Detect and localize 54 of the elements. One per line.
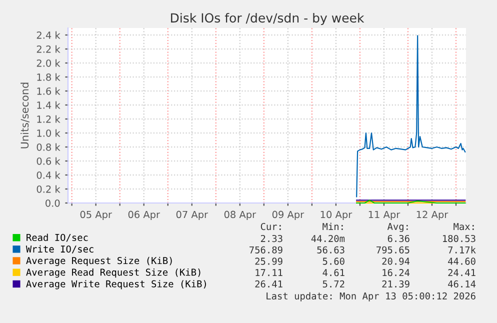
text: 16.24 xyxy=(382,269,410,276)
y-tick-label: 1.6 k xyxy=(37,87,60,95)
text: Last update: Mon Apr 13 05:00:12 2026 xyxy=(266,292,476,302)
y-tick-label: 0.0 xyxy=(46,199,60,207)
x-tick-label: 10 Apr xyxy=(320,210,352,220)
text: 180.53 xyxy=(443,234,476,242)
text: 6.36 xyxy=(388,234,410,242)
y-tick-label: 2.0 k xyxy=(36,59,60,67)
text: Max: xyxy=(454,223,474,230)
text: 17.11 xyxy=(256,269,282,276)
y-tick-label: 0.4 k xyxy=(36,171,60,179)
y-tick-label: 0.2 k xyxy=(36,185,60,193)
legend-label: Read IO/sec xyxy=(26,234,88,242)
x-tick-label: 06 Apr xyxy=(128,210,160,220)
text: 21.39 xyxy=(382,280,410,288)
text: 5.72 xyxy=(322,280,344,288)
y-tick-label: 0.8 k xyxy=(36,143,60,151)
y-tick-label: 0.6 k xyxy=(36,157,60,165)
text: 24.41 xyxy=(448,269,476,276)
x-tick-label: 12 Apr xyxy=(416,210,448,220)
text: 756.89 xyxy=(250,246,282,254)
y-tick-label: 1.0 k xyxy=(37,129,60,137)
x-tick-label: 05 Apr xyxy=(80,210,112,220)
text: 20.94 xyxy=(382,258,410,265)
x-tick-label: 07 Apr xyxy=(176,210,208,220)
legend-label: Average Write Request Size (KiB) xyxy=(26,280,206,290)
x-tick-label: 08 Apr xyxy=(224,210,256,220)
y-tick-label: 1.2 k xyxy=(37,115,60,123)
chart-title: Disk IOs for /dev/sdn - by week xyxy=(171,12,364,26)
y-axis-title: Units/second xyxy=(20,82,30,148)
x-tick-label: 11 Apr xyxy=(368,210,400,220)
text: 2.33 xyxy=(260,234,282,242)
text: 26.41 xyxy=(255,280,282,288)
text: 44.60 xyxy=(448,258,476,265)
y-tick-label: 2.2 k xyxy=(36,45,60,53)
legend-label: Write IO/sec xyxy=(26,245,94,254)
text: 56.63 xyxy=(317,246,344,254)
y-tick-label: 2.4 k xyxy=(36,31,60,39)
text: 46.14 xyxy=(448,280,476,288)
text: Min: xyxy=(322,222,343,230)
text: 795.65 xyxy=(376,246,410,254)
text: 25.99 xyxy=(255,258,282,265)
legend-label: Average Read Request Size (KiB) xyxy=(26,268,200,278)
text: 7.17k xyxy=(448,246,476,254)
y-tick-label: 1.4 k xyxy=(37,101,60,109)
text: Cur: xyxy=(260,222,281,230)
text: 44.20m xyxy=(311,234,345,242)
line-series xyxy=(356,35,466,198)
y-tick-label: 1.8 k xyxy=(37,73,60,81)
text: 5.60 xyxy=(322,258,344,265)
legend-label: Average Request Size (KiB) xyxy=(26,256,172,266)
text: Avg: xyxy=(387,223,408,232)
x-tick-label: 09 Apr xyxy=(272,210,304,220)
text: 4.61 xyxy=(322,269,344,276)
